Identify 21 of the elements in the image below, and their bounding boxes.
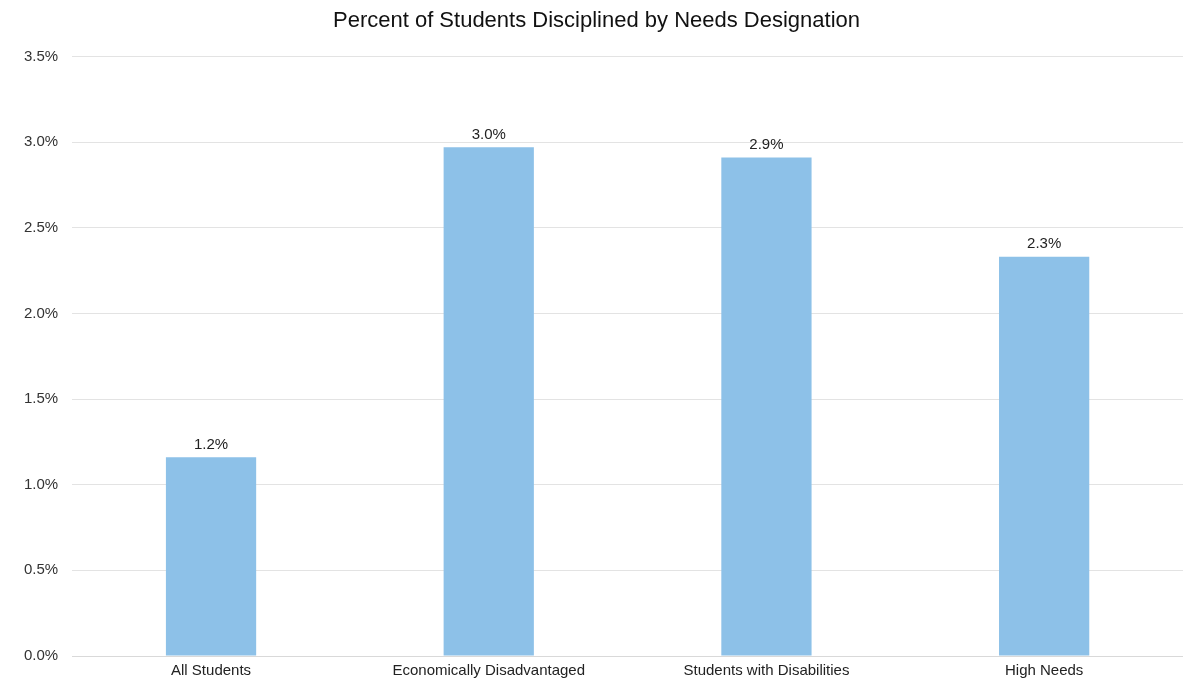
bar	[443, 147, 534, 656]
chart-title: Percent of Students Disciplined by Needs Designation	[332, 7, 861, 33]
y-tick-label: 0.0%	[23, 646, 59, 664]
y-tick-label: 3.5%	[23, 46, 59, 64]
bar	[721, 157, 812, 656]
bar	[999, 256, 1090, 656]
y-tick-label: 0.5%	[23, 560, 59, 578]
x-tick-label: Economically Disadvantaged	[392, 661, 586, 679]
data-label: 2.9%	[749, 135, 784, 153]
x-tick-label: All Students	[171, 661, 252, 679]
data-label: 3.0%	[471, 124, 506, 142]
y-tick-label: 3.0%	[23, 132, 59, 150]
y-tick-label: 1.0%	[23, 474, 59, 492]
y-tick-label: 1.5%	[23, 389, 59, 407]
y-tick-label: 2.0%	[23, 303, 59, 321]
data-label: 2.3%	[1027, 234, 1062, 252]
bar	[165, 457, 257, 656]
data-label: 1.2%	[193, 434, 229, 452]
x-tick-label: High Needs	[1004, 661, 1084, 679]
x-tick-label: Students with Disabilities	[683, 661, 850, 679]
y-tick-label: 2.5%	[23, 217, 59, 235]
